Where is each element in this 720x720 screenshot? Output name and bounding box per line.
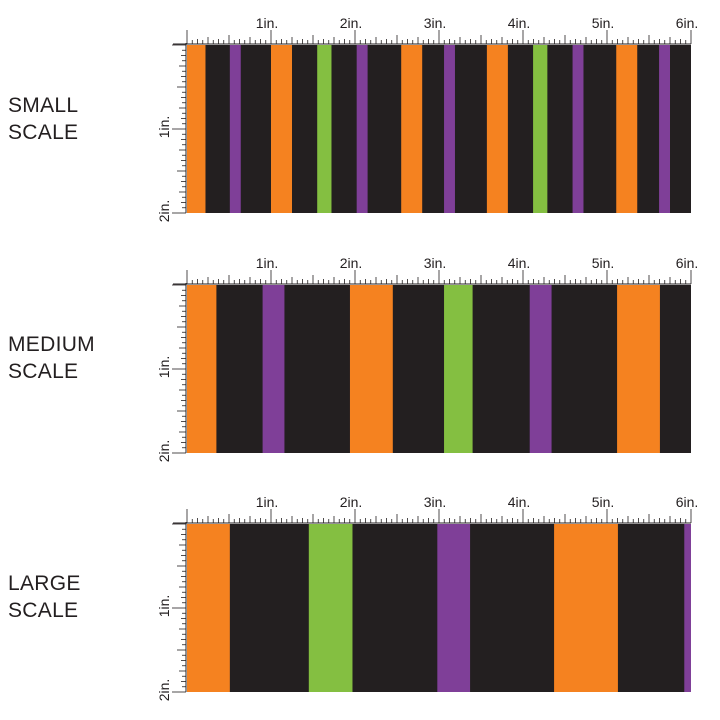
top-ruler-label: 5in. xyxy=(592,15,615,31)
top-ruler-label: 1in. xyxy=(256,494,279,510)
orange-stripe xyxy=(554,524,618,692)
orange-stripe xyxy=(616,45,638,213)
side-ruler-label: 1in. xyxy=(156,116,172,139)
top-ruler-label: 2in. xyxy=(340,255,363,271)
scale-label-line1: LARGE xyxy=(8,572,81,595)
orange-stripe xyxy=(187,45,206,213)
top-ruler-label: 4in. xyxy=(508,255,531,271)
top-ruler-label: 2in. xyxy=(340,494,363,510)
purple-stripe xyxy=(684,524,691,692)
small-scale-label: SMALL SCALE xyxy=(8,92,78,146)
top-ruler-label: 6in. xyxy=(676,255,699,271)
scale-label-line2: SCALE xyxy=(8,360,79,383)
green-stripe xyxy=(308,524,353,692)
orange-stripe xyxy=(271,45,292,213)
large-scale-ruler-and-fabric: 1in. 2in. 3in. 4in. 5in. 6in. 1in. 2in. xyxy=(156,494,699,701)
scale-label-line2: SCALE xyxy=(8,121,79,144)
side-ruler-label: 1in. xyxy=(156,356,172,379)
side-ruler-label: 2in. xyxy=(156,679,172,702)
side-ruler-label: 2in. xyxy=(156,200,172,223)
orange-stripe xyxy=(401,45,423,213)
purple-stripe xyxy=(437,524,471,692)
medium-scale-swatch: 1in. 2in. 3in. 4in. 5in. 6in. 1in. 2in. xyxy=(150,248,720,462)
orange-stripe xyxy=(349,285,393,453)
top-ruler-label: 2in. xyxy=(340,15,363,31)
small-scale-swatch: 1in. 2in. 3in. 4in. 5in. 6in. 1in. 2in. xyxy=(150,8,720,222)
fabric-background xyxy=(187,45,691,213)
medium-scale-label: MEDIUM SCALE xyxy=(8,331,95,385)
green-stripe xyxy=(444,285,473,453)
top-ruler-label: 6in. xyxy=(676,15,699,31)
green-stripe xyxy=(533,45,548,213)
large-scale-label: LARGE SCALE xyxy=(8,570,81,624)
top-ruler-label: 6in. xyxy=(676,494,699,510)
top-ruler-label: 4in. xyxy=(508,494,531,510)
scale-label-line1: SMALL xyxy=(8,94,79,117)
orange-stripe xyxy=(486,45,508,213)
purple-stripe xyxy=(529,285,552,453)
purple-stripe xyxy=(262,285,285,453)
purple-stripe xyxy=(356,45,368,213)
scale-label-line1: MEDIUM xyxy=(8,333,95,356)
side-ruler-label: 1in. xyxy=(156,595,172,618)
top-ruler-label: 1in. xyxy=(256,255,279,271)
orange-stripe xyxy=(187,285,217,453)
purple-stripe xyxy=(572,45,584,213)
side-ruler-label: 2in. xyxy=(156,440,172,463)
purple-stripe xyxy=(444,45,455,213)
orange-stripe xyxy=(187,524,230,692)
scale-label-line2: SCALE xyxy=(8,599,79,622)
green-stripe xyxy=(317,45,332,213)
large-scale-swatch: 1in. 2in. 3in. 4in. 5in. 6in. 1in. 2in. xyxy=(150,487,720,701)
purple-stripe xyxy=(229,45,241,213)
top-ruler-label: 3in. xyxy=(424,15,447,31)
top-ruler-label: 3in. xyxy=(424,494,447,510)
top-ruler-label: 5in. xyxy=(592,494,615,510)
small-scale-ruler-and-fabric: 1in. 2in. 3in. 4in. 5in. 6in. 1in. 2in. xyxy=(156,15,699,222)
top-ruler-label: 4in. xyxy=(508,15,531,31)
top-ruler-label: 1in. xyxy=(256,15,279,31)
top-ruler-label: 5in. xyxy=(592,255,615,271)
top-ruler-label: 3in. xyxy=(424,255,447,271)
medium-scale-ruler-and-fabric: 1in. 2in. 3in. 4in. 5in. 6in. 1in. 2in. xyxy=(156,255,699,462)
orange-stripe xyxy=(617,285,660,453)
purple-stripe xyxy=(659,45,670,213)
